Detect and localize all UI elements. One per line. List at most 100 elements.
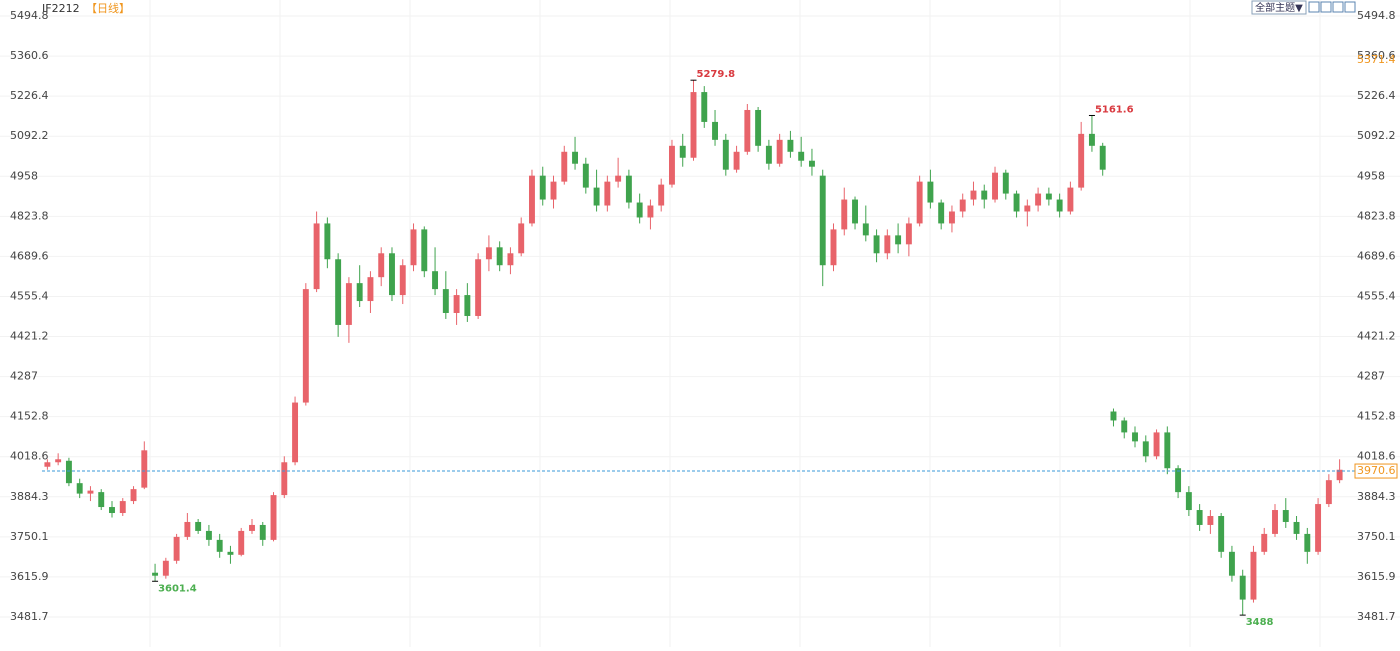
candle-body bbox=[173, 536, 180, 561]
y-tick-label: 5494.8 bbox=[10, 9, 49, 22]
y-tick-label-right: 4823.8 bbox=[1357, 209, 1396, 222]
last-price-label: 3970.6 bbox=[1357, 464, 1396, 477]
candle-body bbox=[884, 235, 891, 254]
candle-body bbox=[1272, 510, 1278, 534]
y-tick-label: 4823.8 bbox=[10, 209, 49, 222]
y-tick-label-right: 5092.2 bbox=[1357, 129, 1396, 142]
candle-body bbox=[399, 265, 406, 296]
candle-body bbox=[227, 551, 234, 555]
theme-button[interactable] bbox=[1251, 0, 1307, 15]
candle-body bbox=[798, 151, 805, 161]
candle-body bbox=[464, 295, 471, 316]
candle-body bbox=[162, 560, 169, 576]
candle-body bbox=[615, 175, 622, 182]
candle-body bbox=[658, 184, 665, 206]
candle-body bbox=[1325, 480, 1332, 505]
extreme-label: 5279.8 bbox=[697, 69, 736, 80]
candle-body bbox=[992, 172, 998, 200]
y-tick-label: 3615.9 bbox=[10, 570, 49, 583]
candle-body bbox=[679, 145, 686, 158]
candle-body bbox=[1175, 468, 1182, 493]
y-tick-label-right: 4421.2 bbox=[1357, 330, 1396, 343]
y-tick-label-right: 4287 bbox=[1357, 370, 1385, 383]
candle-body bbox=[1045, 193, 1052, 200]
candle-body bbox=[712, 121, 718, 140]
candle-body bbox=[205, 530, 212, 540]
y-tick-label: 4555.4 bbox=[10, 289, 49, 302]
extreme-label: 5161.6 bbox=[1095, 104, 1134, 115]
candle-body bbox=[765, 145, 772, 164]
candle-body bbox=[1239, 575, 1246, 600]
candle-body bbox=[905, 223, 912, 245]
candle-body bbox=[787, 139, 794, 152]
candle-body bbox=[701, 92, 708, 122]
candle-body bbox=[238, 530, 245, 555]
candle-body bbox=[496, 247, 503, 266]
candle-body bbox=[1013, 193, 1020, 212]
candle-body bbox=[1196, 510, 1203, 525]
y-tick-label-right: 5494.8 bbox=[1357, 9, 1396, 22]
candle-body bbox=[152, 572, 159, 576]
candle-body bbox=[755, 109, 762, 146]
candle-body bbox=[561, 151, 568, 182]
y-tick-label-right: 4555.4 bbox=[1357, 289, 1396, 302]
y-tick-label: 4689.6 bbox=[10, 249, 49, 262]
candle-body bbox=[270, 495, 277, 540]
candle-body bbox=[776, 139, 783, 164]
candle-body bbox=[130, 489, 137, 502]
candle-body bbox=[948, 211, 955, 224]
candle-body bbox=[1099, 145, 1106, 170]
candle-body bbox=[1228, 551, 1235, 576]
candle-body bbox=[1078, 133, 1085, 188]
candle-body bbox=[970, 190, 977, 200]
toolbar-icons[interactable] bbox=[1308, 1, 1356, 13]
candle-body bbox=[335, 259, 342, 325]
y-tick-label-right: 4958 bbox=[1357, 169, 1385, 182]
candle-body bbox=[625, 175, 632, 203]
candle-body bbox=[1164, 432, 1171, 469]
y-tick-label-right: 5360.6 bbox=[1357, 49, 1396, 62]
candle-body bbox=[1185, 492, 1192, 511]
candle-body bbox=[1024, 205, 1031, 212]
candle-body bbox=[76, 483, 83, 494]
candle-body bbox=[550, 181, 557, 200]
candle-body bbox=[593, 187, 600, 206]
candle-body bbox=[1207, 515, 1214, 525]
candle-body bbox=[1261, 533, 1268, 552]
y-tick-label: 3884.3 bbox=[10, 490, 49, 503]
y-tick-label-right: 3750.1 bbox=[1357, 530, 1396, 543]
candle-body bbox=[259, 524, 266, 540]
candle-body bbox=[873, 235, 880, 254]
vertical-grid bbox=[149, 0, 1321, 647]
candle-body bbox=[216, 539, 223, 552]
y-tick-label-right: 3884.3 bbox=[1357, 490, 1396, 503]
candle-body bbox=[959, 199, 966, 212]
candle-body bbox=[453, 295, 460, 313]
candle-body bbox=[1282, 510, 1289, 522]
candle-body bbox=[356, 283, 363, 302]
y-tick-label-right: 3481.7 bbox=[1357, 610, 1396, 623]
candle-body bbox=[442, 289, 449, 313]
candle-body bbox=[916, 181, 923, 224]
y-tick-label: 4958 bbox=[10, 169, 38, 182]
candle-body bbox=[292, 402, 299, 463]
candle-body bbox=[582, 163, 589, 188]
candle-body bbox=[518, 223, 525, 254]
candle-body bbox=[636, 202, 643, 218]
candle-body bbox=[852, 199, 858, 224]
candle-body bbox=[44, 462, 51, 467]
theme-menu[interactable]: 全部主题▼ bbox=[1255, 1, 1303, 14]
y-tick-label: 3750.1 bbox=[10, 530, 49, 543]
candle-body bbox=[378, 253, 385, 278]
candle-body bbox=[141, 450, 148, 488]
candle-body bbox=[421, 229, 428, 272]
extreme-label: 3601.4 bbox=[158, 583, 197, 594]
y-tick-label: 5092.2 bbox=[10, 129, 49, 142]
candle-body bbox=[249, 524, 255, 531]
y-tick-label: 4018.6 bbox=[10, 450, 49, 463]
candle-body bbox=[1304, 533, 1311, 552]
candle-body bbox=[927, 181, 934, 203]
candle-body bbox=[98, 492, 105, 508]
candle-body bbox=[819, 175, 826, 266]
candle-body bbox=[669, 145, 675, 185]
